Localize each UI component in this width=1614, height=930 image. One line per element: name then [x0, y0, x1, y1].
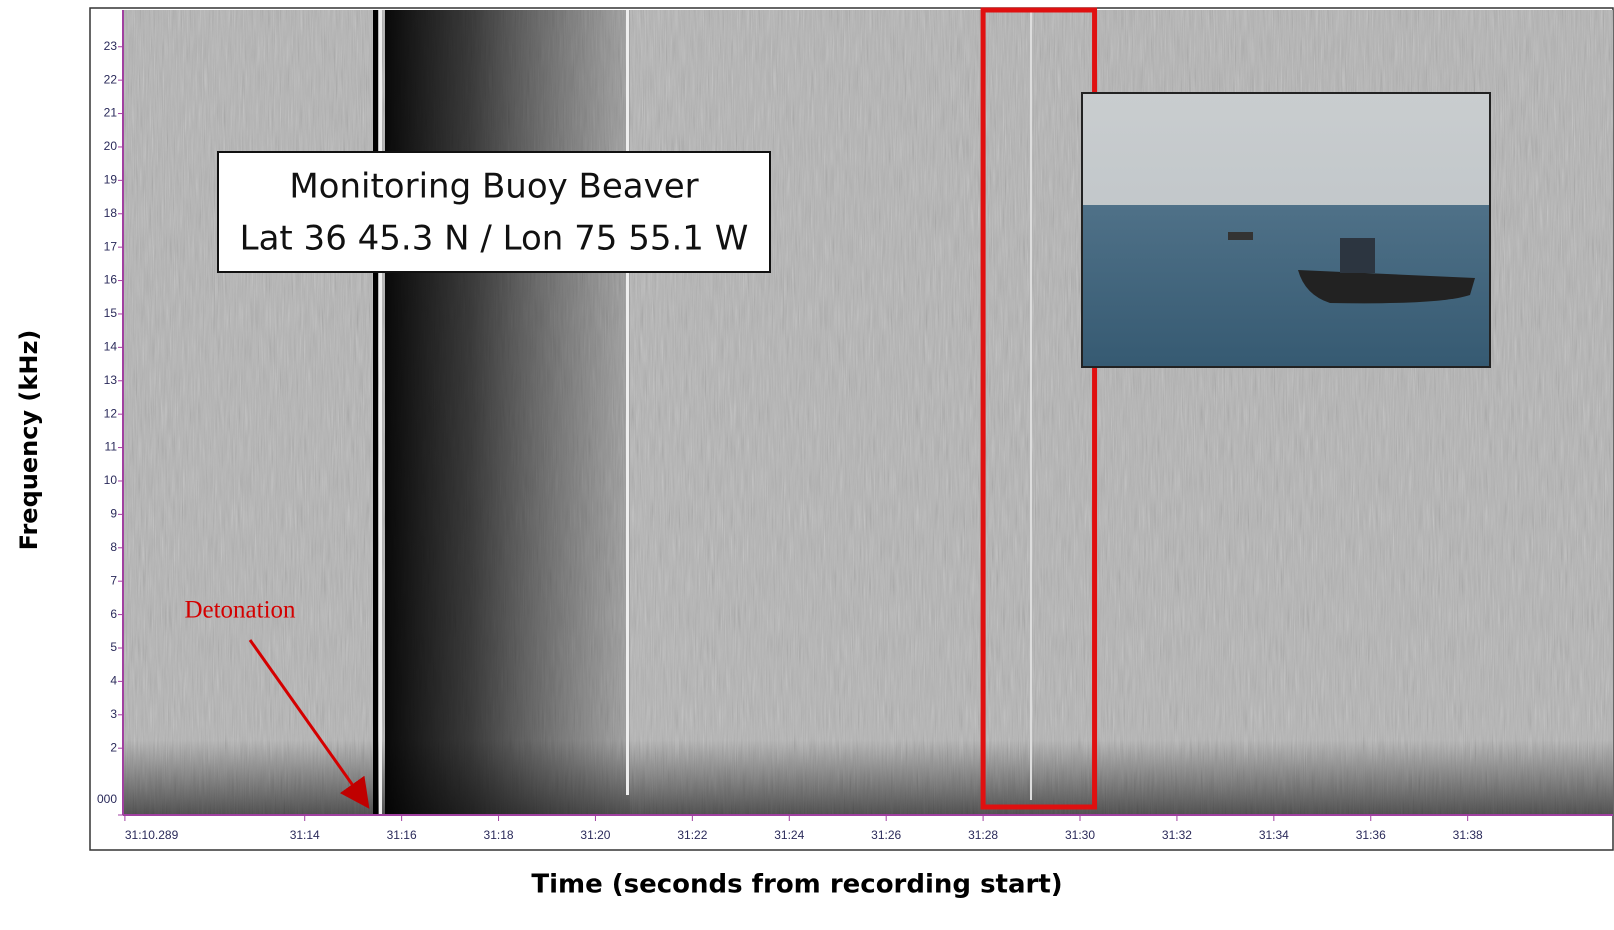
page: Frequency (kHz) Time (seconds from recor…	[0, 0, 1614, 930]
y-tick-label: 5	[110, 640, 117, 654]
x-tick-label: 31:20	[580, 828, 610, 842]
photo-boat-far	[1228, 232, 1253, 240]
x-tick-label: 31:28	[968, 828, 998, 842]
y-tick-label: 22	[104, 72, 118, 86]
x-tick-label: 31:22	[677, 828, 707, 842]
reflection-line	[626, 10, 629, 795]
detonation-energy	[385, 10, 630, 815]
y-tick-label: 13	[104, 373, 118, 387]
detonation-line	[373, 10, 378, 815]
x-tick-label: 31:16	[387, 828, 417, 842]
y-tick-label: 21	[104, 106, 118, 120]
x-tick-label: 31:24	[774, 828, 804, 842]
y-tick-label: 11	[105, 440, 118, 454]
y-tick-label: 9	[110, 507, 117, 521]
y-tick-label: 7	[110, 573, 117, 587]
x-axis-title: Time (seconds from recording start)	[531, 870, 1062, 900]
x-tick-label: 31:32	[1162, 828, 1192, 842]
y-axis-title: Frequency (kHz)	[15, 330, 43, 551]
y-tick-label: 2	[110, 740, 117, 754]
y-tick-label: 3	[110, 707, 117, 721]
y-tick-label: 14	[104, 340, 118, 354]
x-tick-label: 31:18	[484, 828, 514, 842]
y-tick-label: 12	[104, 406, 118, 420]
chart: Frequency (kHz) Time (seconds from recor…	[0, 0, 1614, 930]
vessel-line	[1030, 10, 1032, 800]
x-tick-label: 31:34	[1259, 828, 1289, 842]
y-tick-label: 4	[110, 674, 117, 688]
y-tick-label: 23	[104, 39, 118, 53]
y-tick-label: 10	[104, 473, 118, 487]
x-tick-label: 31:10.289	[125, 828, 179, 842]
x-tick-label: 31:38	[1453, 828, 1483, 842]
y-tick-label: 16	[104, 273, 118, 287]
y-tick-label: 15	[104, 306, 118, 320]
info-box-line: Monitoring Buoy Beaver	[289, 167, 698, 207]
y-tick-label: 18	[104, 206, 118, 220]
x-tick-label: 31:26	[871, 828, 901, 842]
x-tick-label: 31:36	[1356, 828, 1386, 842]
y-tick-label: 8	[110, 540, 117, 554]
inset-photo	[1082, 93, 1490, 367]
y-tick-label: 20	[104, 139, 118, 153]
x-tick-label: 31:14	[290, 828, 320, 842]
photo-boat-cabin	[1340, 238, 1375, 273]
y-tick-label: 17	[104, 239, 118, 253]
info-box-line: Lat 36 45.3 N / Lon 75 55.1 W	[240, 219, 749, 259]
detonation-line-bright	[379, 10, 382, 815]
event-label: Detonation	[184, 597, 296, 624]
y-tick-label: 6	[110, 607, 117, 621]
y-tick-label: 000	[97, 792, 117, 806]
x-tick-label: 31:30	[1065, 828, 1095, 842]
y-tick-label: 19	[104, 173, 118, 187]
